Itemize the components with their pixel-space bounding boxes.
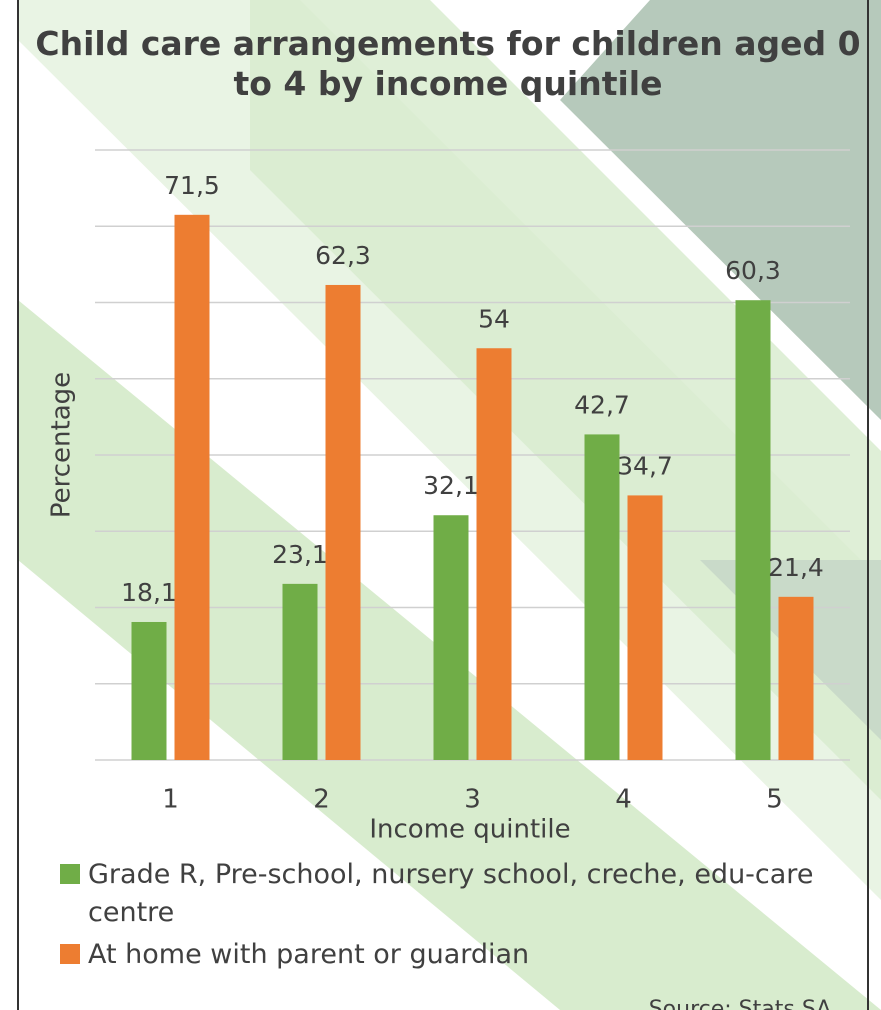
data-label: 60,3 xyxy=(725,256,781,285)
x-tick-label: 5 xyxy=(766,785,783,815)
data-label: 34,7 xyxy=(617,451,673,480)
data-label: 32,1 xyxy=(423,471,479,500)
legend-item: At home with parent or guardian xyxy=(60,936,850,974)
bar xyxy=(433,515,469,760)
x-axis-title: Income quintile xyxy=(369,815,570,845)
data-label: 23,1 xyxy=(272,540,328,569)
data-label: 18,1 xyxy=(121,578,177,607)
bar xyxy=(584,434,620,760)
bar xyxy=(174,214,210,760)
legend-label: At home with parent or guardian xyxy=(88,939,530,970)
bar xyxy=(325,284,361,760)
x-tick-label: 4 xyxy=(615,785,632,815)
y-axis-title: Percentage xyxy=(47,372,77,518)
x-tick-label: 1 xyxy=(162,785,179,815)
data-label: 62,3 xyxy=(315,241,371,270)
data-label: 54 xyxy=(478,304,510,333)
legend-label: Grade R, Pre-school, nursery school, cre… xyxy=(88,859,814,928)
bar xyxy=(627,495,663,760)
bar xyxy=(735,300,771,760)
legend-swatch xyxy=(60,944,80,964)
data-label: 42,7 xyxy=(574,390,630,419)
bar xyxy=(778,596,814,760)
bar xyxy=(131,621,167,760)
x-tick-label: 3 xyxy=(464,785,481,815)
bar xyxy=(282,583,318,760)
data-label: 21,4 xyxy=(768,553,824,582)
legend-swatch xyxy=(60,864,80,884)
background xyxy=(17,0,881,1010)
legend-item: Grade R, Pre-school, nursery school, cre… xyxy=(60,856,850,932)
bar xyxy=(476,348,512,760)
legend: Grade R, Pre-school, nursery school, cre… xyxy=(60,856,850,978)
source: Source: Stats SA xyxy=(649,997,832,1010)
x-tick-label: 2 xyxy=(313,785,330,815)
data-label: 71,5 xyxy=(164,171,220,200)
chart-title: Child care arrangements for children age… xyxy=(35,24,860,103)
